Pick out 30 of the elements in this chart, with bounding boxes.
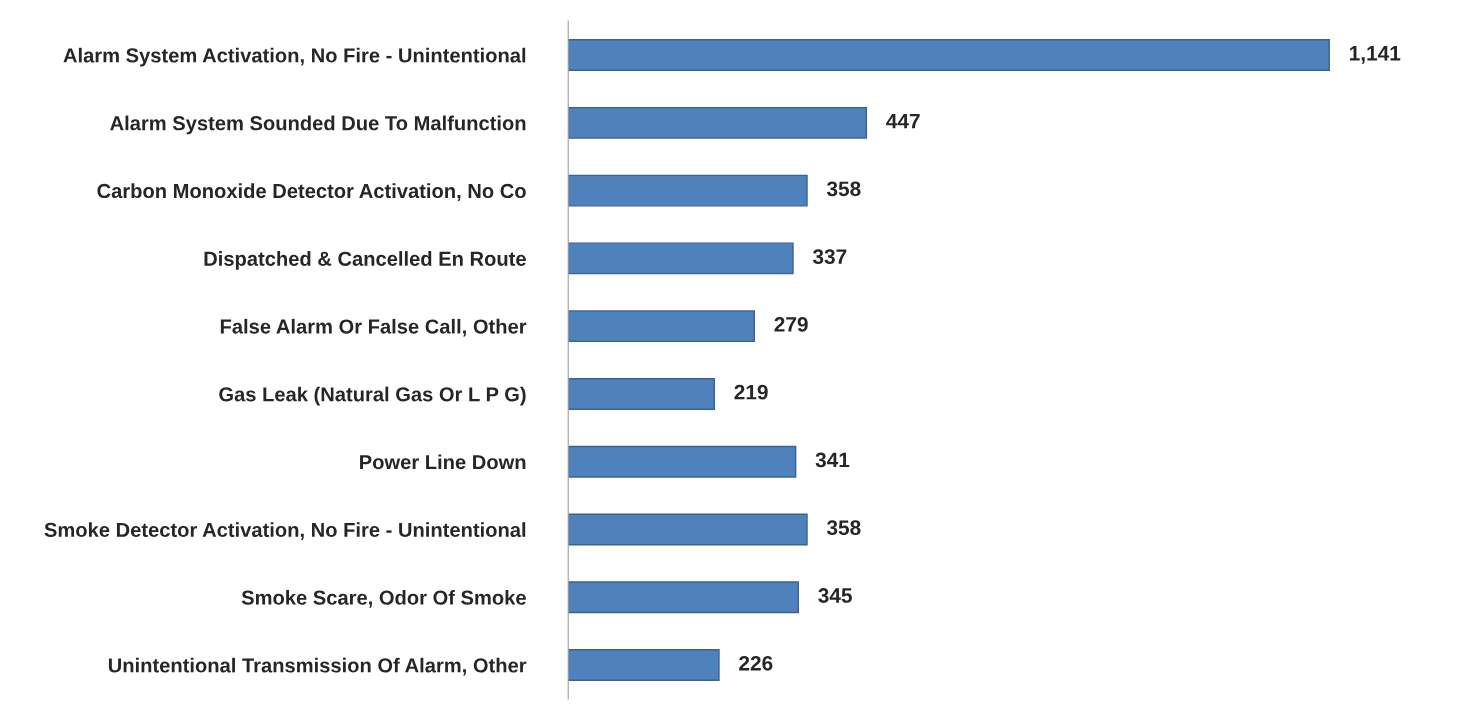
data-label: 341 [815, 452, 850, 468]
bar [568, 174, 808, 207]
y-tick-label: Unintentional Transmission Of Alarm, Other [108, 657, 527, 676]
y-tick-label: Carbon Monoxide Detector Activation, No Co [97, 183, 526, 202]
bar [568, 106, 868, 139]
data-label: 279 [774, 317, 808, 332]
data-label: 337 [812, 249, 847, 265]
y-tick-label: Alarm System Sounded Due To Malfunction [110, 115, 526, 135]
bar [568, 649, 720, 681]
bar [568, 378, 715, 410]
y-tick-label: Gas Leak (Natural Gas Or L P G) [219, 386, 526, 406]
bar [568, 513, 808, 546]
bar [568, 310, 756, 343]
y-tick-label: False Alarm Or False Call, Other [220, 318, 527, 337]
y-tick-label: Smoke Scare, Odor Of Smoke [241, 589, 526, 608]
data-label: 1,141 [1350, 46, 1401, 64]
data-label: 447 [886, 113, 920, 129]
y-tick-label: Smoke Detector Activation, No Fire - Unintentional [44, 522, 526, 540]
bar [568, 445, 797, 478]
bar [568, 39, 1330, 72]
data-label: 345 [818, 588, 852, 603]
data-label: 219 [734, 384, 768, 400]
bar [568, 242, 794, 275]
y-tick-label: Alarm System Activation, No Fire - Unintentional [63, 47, 526, 67]
y-tick-label: Power Line Down [360, 454, 526, 470]
data-label: 358 [826, 181, 861, 197]
data-label: 358 [826, 520, 861, 536]
y-tick-label: Dispatched & Cancelled En Route [204, 251, 526, 270]
bar [568, 581, 800, 614]
data-label: 226 [739, 655, 773, 671]
